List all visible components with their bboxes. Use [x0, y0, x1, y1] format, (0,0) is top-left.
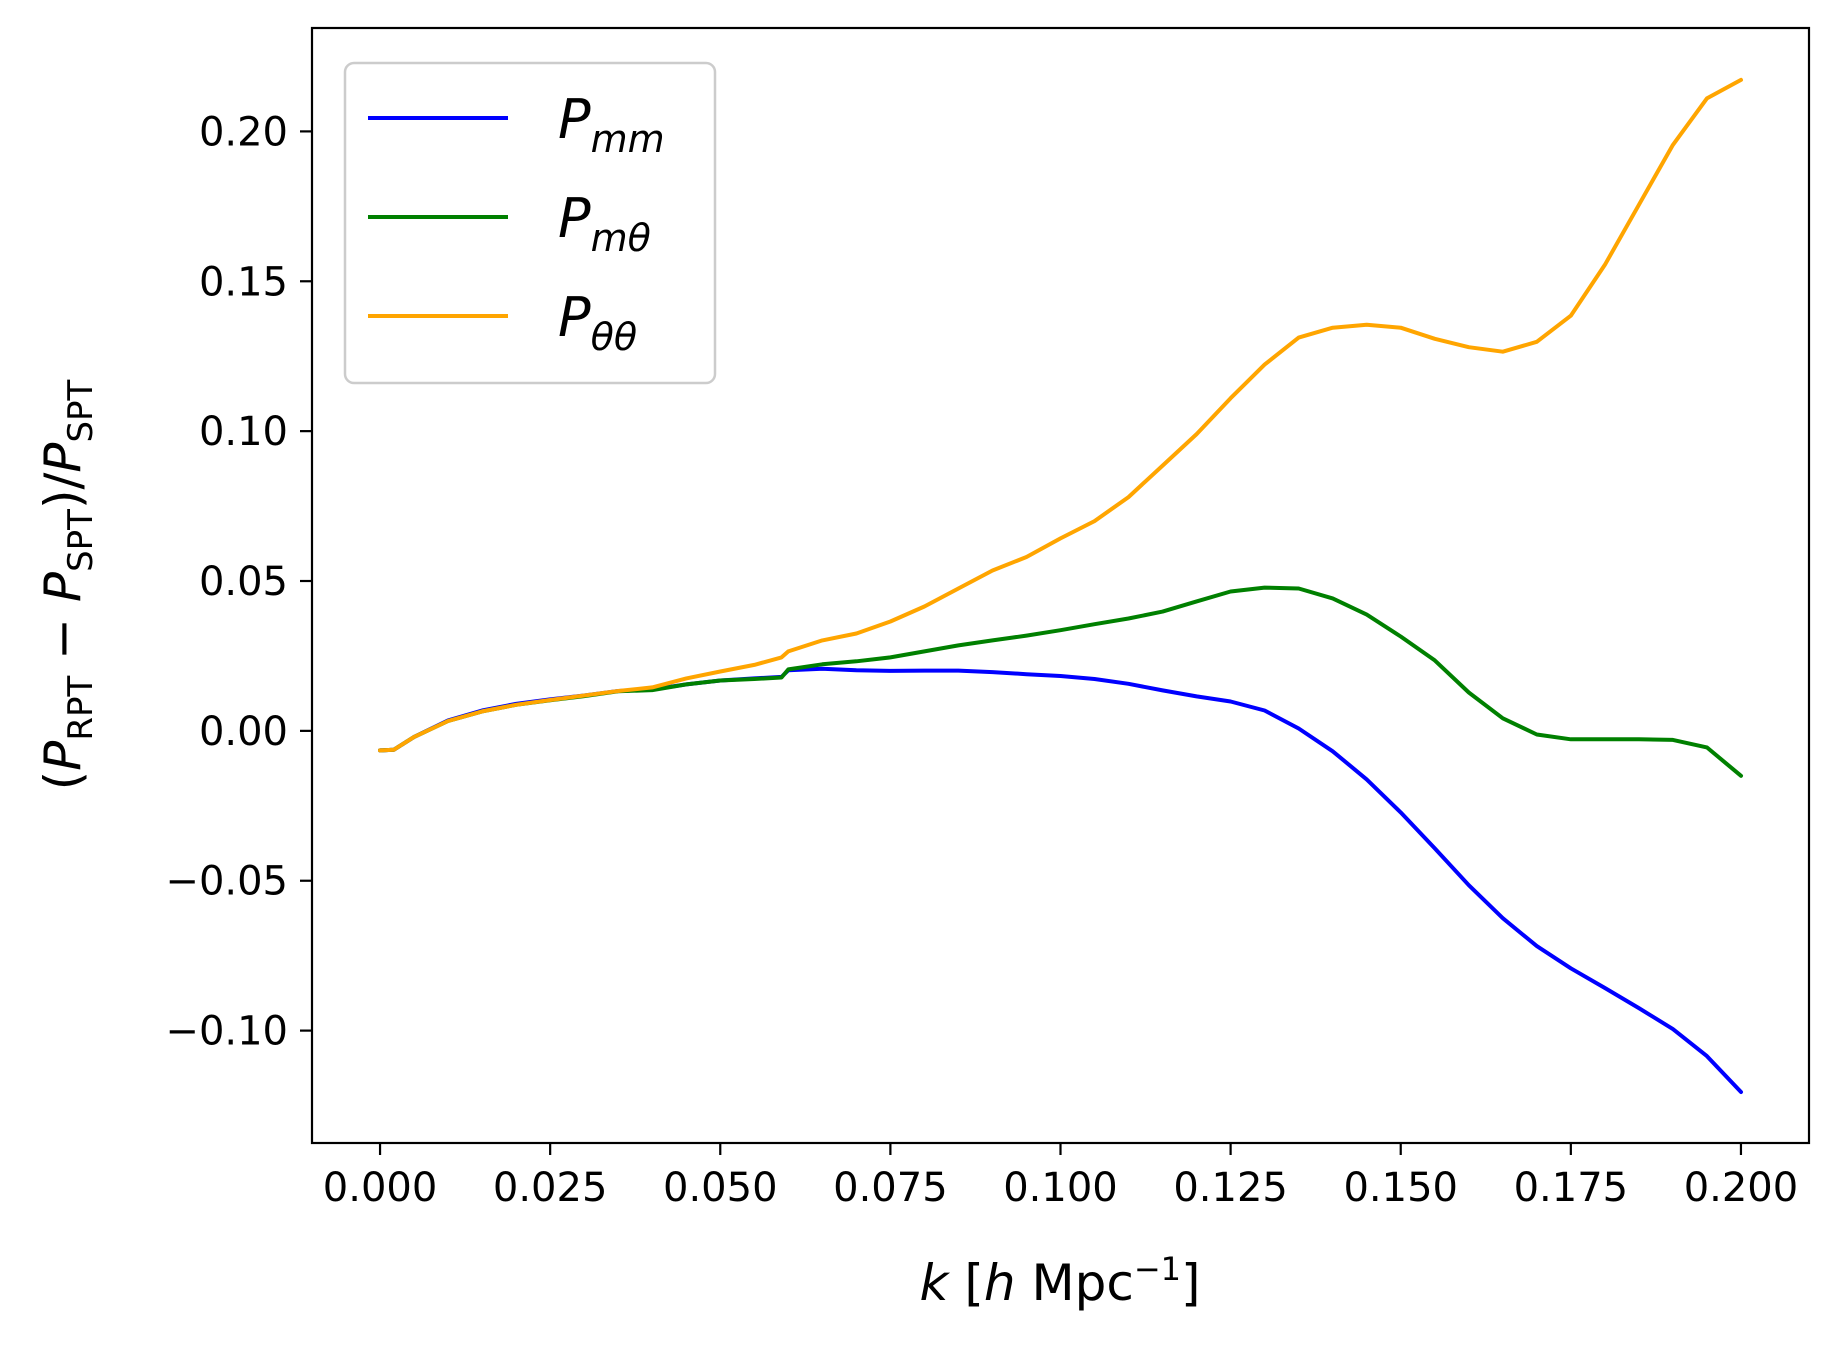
y-axis-sub1: RPT [61, 676, 101, 741]
x-tick-label: 0.025 [493, 1165, 608, 1211]
x-axis-unit: Mpc [1016, 1254, 1134, 1312]
y-axis-open: ( [34, 771, 92, 791]
y-tick-label: 0.05 [199, 559, 288, 605]
series-line-2 [378, 77, 1743, 753]
x-tick-label: 0.150 [1343, 1165, 1458, 1211]
y-axis-p2: P [34, 571, 92, 602]
y-axis-close: )/ [34, 473, 92, 510]
x-tick-label: 0.050 [663, 1165, 778, 1211]
legend-label-pmm: Pmm [558, 88, 665, 161]
x-tick-label: 0.100 [1003, 1165, 1118, 1211]
legend-label-pmtheta: Pmθ [558, 187, 651, 260]
y-axis-sub3: SPT [61, 379, 101, 442]
x-tick-label: 0.125 [1173, 1165, 1288, 1211]
legend-frame [343, 61, 717, 385]
x-axis-exponent: −1 [1134, 1250, 1181, 1288]
y-axis-p3: P [34, 442, 92, 473]
y-tick-label: 0.10 [199, 409, 288, 455]
y-tick-label: −0.05 [165, 859, 288, 905]
x-axis-close: ] [1181, 1254, 1201, 1312]
x-axis-ticks: 0.000 0.025 0.050 0.075 0.100 0.125 0.150 0.175… [323, 1143, 1798, 1211]
y-axis-title: (PRPT − PSPT)/PSPT [34, 379, 101, 790]
x-axis-title: k [h Mpc−1] [919, 1250, 1200, 1312]
x-axis-open: [ [948, 1254, 983, 1312]
y-axis-sub2: SPT [61, 509, 101, 572]
x-tick-label: 0.175 [1514, 1165, 1629, 1211]
x-tick-label: 0.200 [1684, 1165, 1799, 1211]
y-axis-ticks: −0.10 −0.05 0.00 0.05 0.10 0.15 0.20 [165, 109, 312, 1055]
y-tick-label: 0.15 [199, 259, 288, 305]
x-axis-unit-var: h [984, 1254, 1016, 1312]
legend-label-pthetatheta: Pθθ [558, 286, 637, 359]
x-tick-label: 0.075 [833, 1165, 948, 1211]
y-tick-label: −0.10 [165, 1009, 288, 1055]
x-tick-label: 0.000 [323, 1165, 438, 1211]
y-tick-label: 0.20 [199, 109, 288, 155]
y-tick-label: 0.00 [199, 709, 288, 755]
x-axis-var: k [919, 1254, 950, 1312]
series-layer [378, 77, 1743, 1094]
legend: Pmm Pmθ Pθθ [343, 61, 717, 385]
y-axis-minus: − [34, 602, 92, 676]
y-axis-p1: P [34, 740, 92, 771]
